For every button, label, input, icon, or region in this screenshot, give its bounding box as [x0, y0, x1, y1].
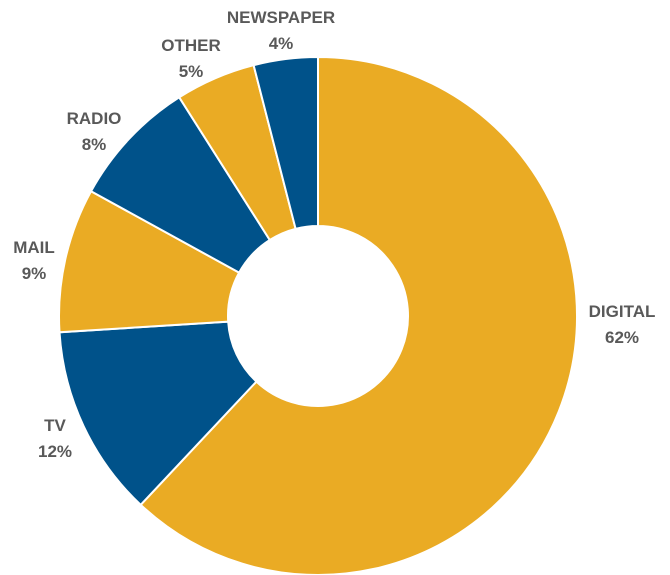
slice-label-newspaper: NEWSPAPER — [227, 8, 335, 27]
slice-digital — [139, 55, 578, 575]
slice-newspaper — [252, 55, 319, 231]
slice-label-other: OTHER — [161, 36, 221, 55]
donut-slices — [58, 55, 578, 575]
slice-value-newspaper: 4% — [269, 34, 294, 53]
slice-value-digital: 62% — [605, 328, 639, 347]
slice-labels: DIGITAL 62% TV 12% MAIL 9% RADIO 8% OTHER 5% NEWSP… — [13, 8, 655, 461]
slice-label-radio: RADIO — [67, 109, 122, 128]
slice-label-digital: DIGITAL — [589, 302, 656, 321]
slice-value-mail: 9% — [22, 264, 47, 283]
slice-tv — [58, 320, 258, 507]
slice-value-radio: 8% — [82, 135, 107, 154]
slice-label-mail: MAIL — [13, 238, 55, 257]
slice-label-tv: TV — [44, 416, 66, 435]
slice-value-other: 5% — [179, 62, 204, 81]
slice-value-tv: 12% — [38, 442, 72, 461]
